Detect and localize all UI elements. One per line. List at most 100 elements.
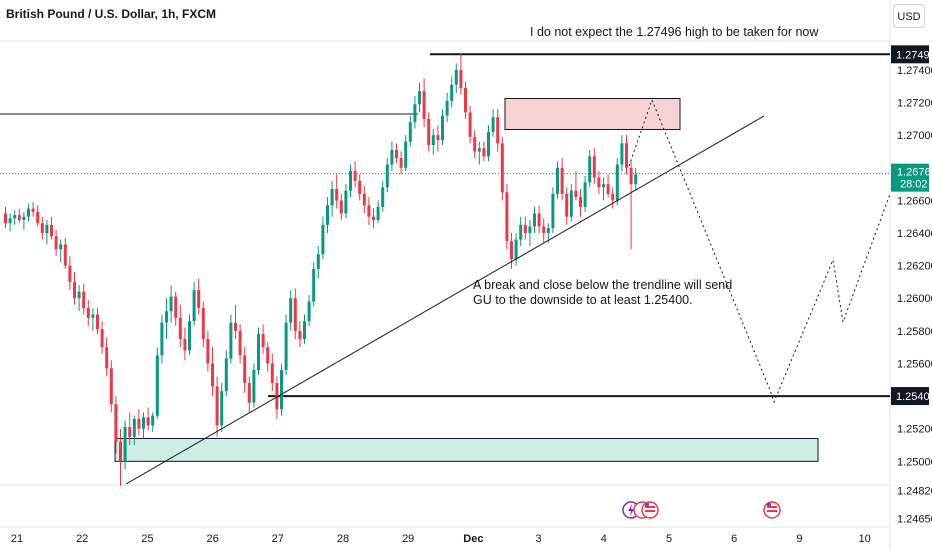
candle[interactable] [8,218,12,224]
candle[interactable] [257,334,260,370]
candle[interactable] [592,156,596,178]
candle[interactable] [45,224,49,234]
candle[interactable] [362,193,366,206]
candle[interactable] [606,184,610,194]
candle[interactable] [201,308,205,340]
candle[interactable] [533,213,536,227]
candle[interactable] [31,208,35,212]
candle[interactable] [63,244,67,266]
candle[interactable] [119,441,122,462]
candle[interactable] [625,143,628,168]
candle[interactable] [376,206,380,220]
candle[interactable] [450,84,454,101]
candle[interactable] [385,164,389,188]
candle[interactable] [602,184,605,188]
candle[interactable] [528,226,532,234]
candle[interactable] [4,213,7,224]
candle[interactable] [634,174,638,185]
candle[interactable] [358,180,362,194]
candle[interactable] [519,224,523,240]
candle[interactable] [280,369,283,410]
candle[interactable] [546,228,550,234]
candle[interactable] [344,190,348,214]
candle[interactable] [321,224,325,255]
candle[interactable] [252,369,256,403]
candle[interactable] [27,208,30,217]
candle[interactable] [73,281,76,299]
candle[interactable] [551,193,555,229]
candle[interactable] [128,427,132,437]
candle[interactable] [307,301,311,322]
price-axis[interactable]: 1.27400 1.27200 1.27000 1.26600 1.26400 1.262… [897,65,932,525]
candle[interactable] [77,291,81,299]
candle[interactable] [326,205,329,225]
candle[interactable] [270,363,274,384]
candle[interactable] [330,188,334,206]
candle[interactable] [96,314,99,330]
candle[interactable] [500,143,504,193]
candle[interactable] [155,355,159,416]
candle[interactable] [40,223,44,234]
candle[interactable] [86,308,90,318]
candle[interactable] [468,112,472,137]
candle[interactable] [183,339,187,351]
candle[interactable] [238,330,242,356]
candle[interactable] [188,321,191,351]
candle[interactable] [247,383,251,403]
candle[interactable] [289,298,293,323]
demand-zone[interactable] [114,437,819,462]
candle[interactable] [224,358,228,392]
candle[interactable] [17,215,21,220]
candle[interactable] [367,205,371,217]
economic-events-dec-6[interactable] [763,501,781,519]
candle[interactable] [583,182,587,207]
candle[interactable] [266,347,270,364]
candle[interactable] [505,192,509,242]
candle[interactable] [114,404,118,442]
candle[interactable] [82,291,86,309]
candle[interactable] [197,290,201,309]
candle[interactable] [316,254,320,269]
candle[interactable] [275,383,279,410]
candle[interactable] [523,224,527,234]
candle[interactable] [59,244,63,250]
candle[interactable] [588,156,592,183]
candle[interactable] [390,149,394,165]
candle[interactable] [399,158,403,168]
candle[interactable] [620,143,624,165]
candle[interactable] [408,122,412,142]
candle[interactable] [372,216,375,220]
candle[interactable] [431,135,435,145]
candle[interactable] [192,290,196,322]
candle[interactable] [339,200,343,214]
candle[interactable] [560,167,564,194]
candle[interactable] [413,104,417,123]
candle[interactable] [109,368,113,405]
candle[interactable] [477,148,481,152]
candle[interactable] [50,224,53,237]
candle[interactable] [137,418,141,429]
candle[interactable] [445,100,449,116]
candle[interactable] [569,190,573,217]
candle[interactable] [454,69,458,85]
candle[interactable] [611,193,615,201]
candle[interactable] [229,322,233,359]
candle[interactable] [427,118,431,145]
candle[interactable] [510,241,513,260]
candle[interactable] [312,268,316,302]
candle[interactable] [261,334,265,348]
currency-button[interactable]: USD [893,4,925,28]
candle[interactable] [514,239,518,260]
projected-path[interactable] [628,98,891,404]
candle[interactable] [160,322,164,356]
candle[interactable] [100,329,104,348]
candle[interactable] [206,339,210,364]
candle[interactable] [142,417,145,429]
candle[interactable] [482,148,486,157]
candle[interactable] [284,322,288,370]
candle[interactable] [303,321,306,340]
candle[interactable] [91,314,95,318]
candle[interactable] [105,347,109,369]
candle[interactable] [151,415,155,426]
